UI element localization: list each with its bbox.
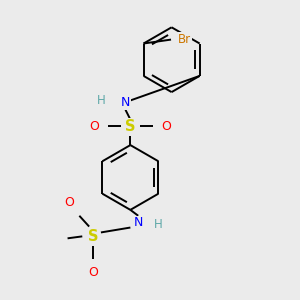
Text: H: H <box>97 94 105 107</box>
Text: H: H <box>154 218 162 231</box>
Text: S: S <box>88 229 98 244</box>
Text: O: O <box>88 266 98 279</box>
Text: O: O <box>89 120 99 133</box>
Text: N: N <box>121 96 130 110</box>
Text: O: O <box>162 120 172 133</box>
Text: S: S <box>125 119 136 134</box>
Text: Br: Br <box>178 33 191 46</box>
Text: N: N <box>134 216 143 229</box>
Text: O: O <box>64 196 74 208</box>
